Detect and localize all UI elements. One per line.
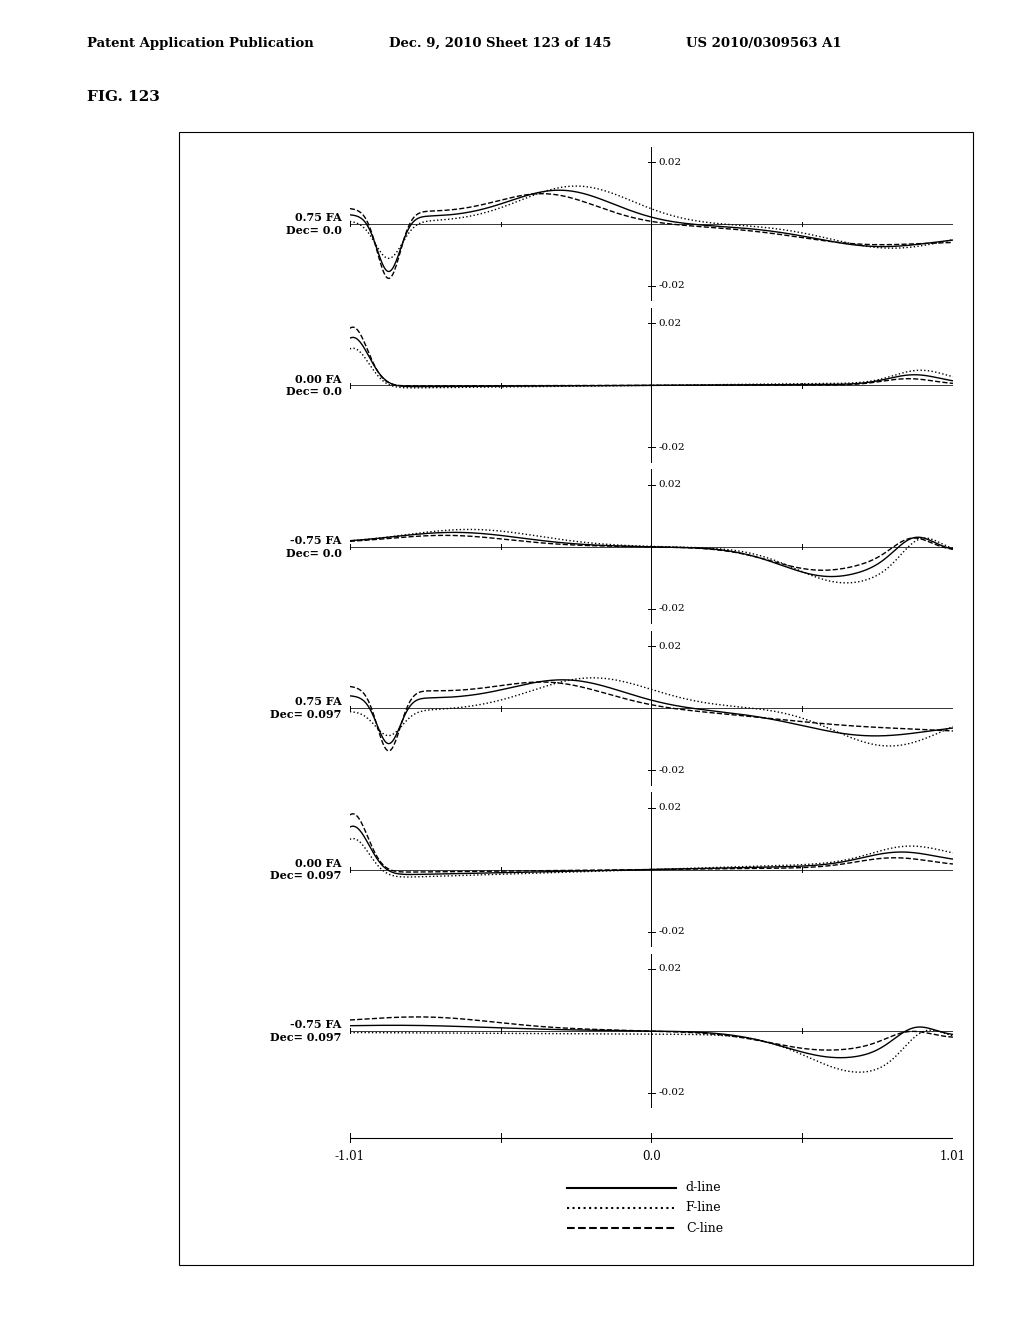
Text: 0.02: 0.02 <box>658 157 682 166</box>
Text: -0.02: -0.02 <box>658 766 685 775</box>
Text: 0.00 FA
Dec= 0.0: 0.00 FA Dec= 0.0 <box>286 374 342 397</box>
Text: -0.75 FA
Dec= 0.097: -0.75 FA Dec= 0.097 <box>270 1019 342 1043</box>
Text: -1.01: -1.01 <box>335 1150 365 1163</box>
Text: -0.75 FA
Dec= 0.0: -0.75 FA Dec= 0.0 <box>286 535 342 558</box>
Text: FIG. 123: FIG. 123 <box>87 90 160 104</box>
Text: Dec. 9, 2010: Dec. 9, 2010 <box>389 37 481 50</box>
Text: C-line: C-line <box>686 1222 723 1234</box>
Text: 0.02: 0.02 <box>658 319 682 327</box>
Text: US 2010/0309563 A1: US 2010/0309563 A1 <box>686 37 842 50</box>
Text: -0.02: -0.02 <box>658 927 685 936</box>
Text: d-line: d-line <box>686 1181 721 1195</box>
Text: 0.02: 0.02 <box>658 480 682 490</box>
Text: 0.02: 0.02 <box>658 965 682 973</box>
Text: 1.01: 1.01 <box>940 1150 966 1163</box>
Text: 0.02: 0.02 <box>658 803 682 812</box>
Text: -0.02: -0.02 <box>658 281 685 290</box>
Text: F-line: F-line <box>686 1201 721 1214</box>
Text: 0.75 FA
Dec= 0.097: 0.75 FA Dec= 0.097 <box>270 696 342 721</box>
Text: 0.02: 0.02 <box>658 642 682 651</box>
Text: Sheet 123 of 145: Sheet 123 of 145 <box>486 37 611 50</box>
Text: -0.02: -0.02 <box>658 1089 685 1097</box>
Text: 0.0: 0.0 <box>642 1150 660 1163</box>
Text: 0.00 FA
Dec= 0.097: 0.00 FA Dec= 0.097 <box>270 858 342 882</box>
Text: 0.75 FA
Dec= 0.0: 0.75 FA Dec= 0.0 <box>286 213 342 236</box>
Text: -0.02: -0.02 <box>658 605 685 614</box>
Text: -0.02: -0.02 <box>658 444 685 451</box>
Text: Patent Application Publication: Patent Application Publication <box>87 37 313 50</box>
